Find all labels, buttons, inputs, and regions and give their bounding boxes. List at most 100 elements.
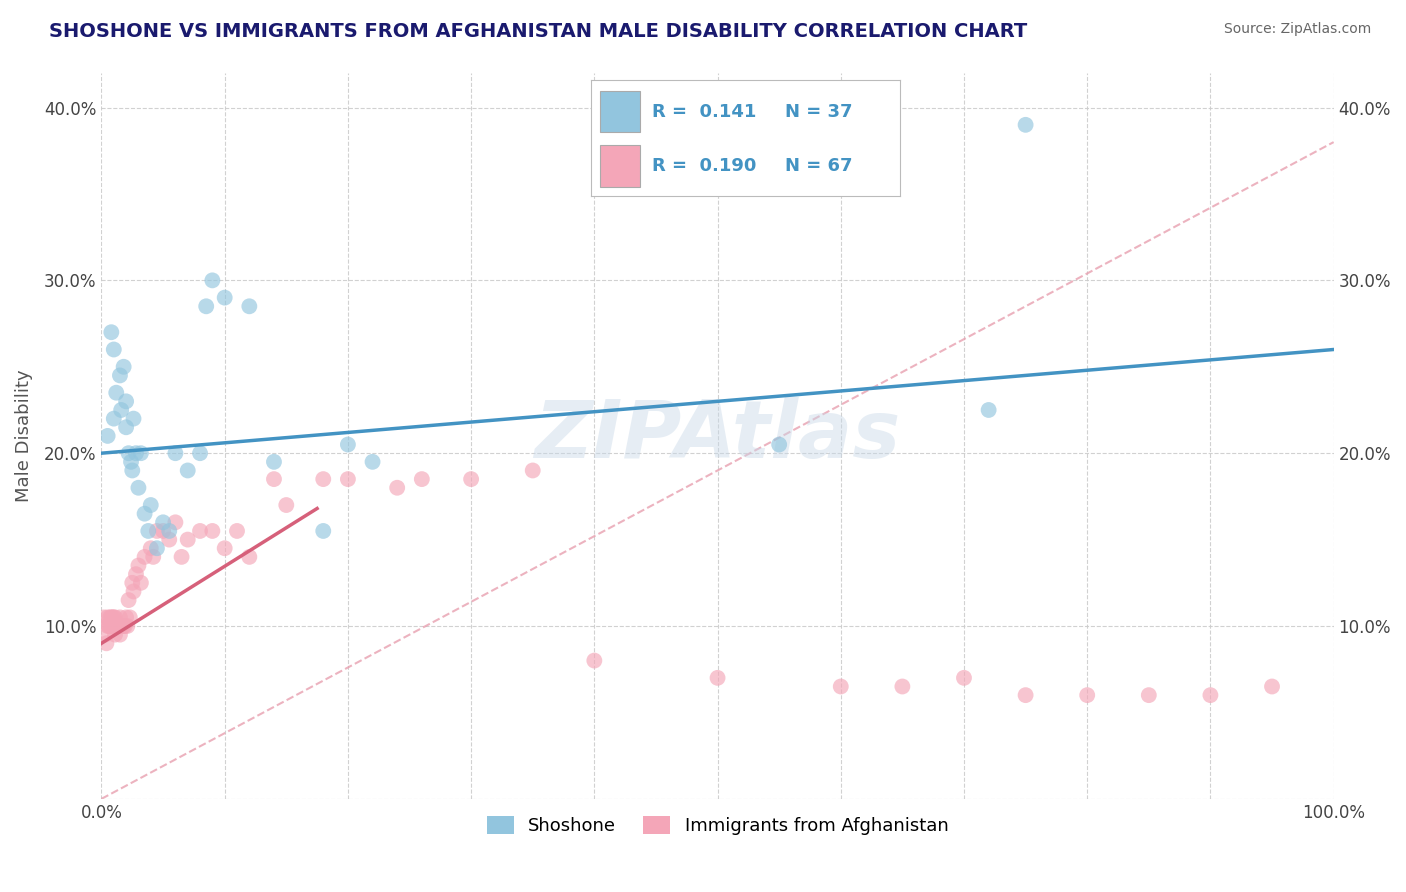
- Point: [214, 291, 236, 305]
- Bar: [600, 91, 640, 132]
- Point: [97, 429, 120, 443]
- Point: [103, 411, 125, 425]
- Point: [101, 619, 124, 633]
- Point: [108, 627, 131, 641]
- Point: [152, 516, 174, 530]
- Point: [117, 593, 139, 607]
- Point: [114, 619, 136, 633]
- Point: [110, 403, 132, 417]
- Point: [263, 455, 285, 469]
- Point: [117, 619, 139, 633]
- Point: [276, 498, 298, 512]
- Point: [112, 619, 135, 633]
- Point: [107, 619, 129, 633]
- Point: [238, 549, 260, 564]
- Point: [97, 619, 120, 633]
- Point: [105, 619, 128, 633]
- Point: [830, 680, 852, 694]
- Point: [122, 584, 145, 599]
- Point: [1014, 118, 1036, 132]
- Point: [98, 619, 121, 633]
- Point: [361, 455, 384, 469]
- Point: [111, 619, 134, 633]
- Point: [977, 403, 1000, 417]
- Point: [238, 299, 260, 313]
- Point: [122, 411, 145, 425]
- Point: [98, 610, 121, 624]
- Point: [97, 610, 120, 624]
- Point: [226, 524, 249, 538]
- Text: ZIPAtlas: ZIPAtlas: [534, 397, 901, 475]
- Point: [177, 533, 200, 547]
- Point: [115, 610, 138, 624]
- Point: [312, 472, 335, 486]
- Point: [1137, 688, 1160, 702]
- Text: R =  0.141: R = 0.141: [652, 103, 756, 120]
- Point: [104, 627, 127, 641]
- Point: [142, 549, 165, 564]
- Point: [188, 524, 211, 538]
- Point: [188, 446, 211, 460]
- Point: [115, 394, 138, 409]
- Point: [108, 368, 131, 383]
- Point: [263, 472, 285, 486]
- Point: [134, 507, 156, 521]
- Point: [100, 325, 122, 339]
- Point: [165, 446, 187, 460]
- Point: [105, 385, 128, 400]
- Point: [706, 671, 728, 685]
- Point: [768, 437, 790, 451]
- Point: [96, 636, 118, 650]
- Point: [201, 273, 224, 287]
- Point: [146, 524, 169, 538]
- Point: [115, 420, 138, 434]
- Point: [112, 359, 135, 374]
- Point: [103, 610, 125, 624]
- Point: [101, 610, 124, 624]
- Point: [583, 654, 606, 668]
- Point: [103, 343, 125, 357]
- Point: [177, 463, 200, 477]
- Point: [107, 619, 129, 633]
- Point: [100, 610, 122, 624]
- Point: [118, 610, 141, 624]
- Point: [157, 524, 180, 538]
- Text: SHOSHONE VS IMMIGRANTS FROM AFGHANISTAN MALE DISABILITY CORRELATION CHART: SHOSHONE VS IMMIGRANTS FROM AFGHANISTAN …: [49, 22, 1028, 41]
- Point: [214, 541, 236, 556]
- Point: [127, 481, 149, 495]
- Point: [1014, 688, 1036, 702]
- Point: [195, 299, 218, 313]
- Point: [105, 619, 128, 633]
- Point: [891, 680, 914, 694]
- Point: [129, 575, 152, 590]
- Point: [152, 524, 174, 538]
- Point: [336, 472, 359, 486]
- Point: [201, 524, 224, 538]
- Point: [385, 481, 408, 495]
- Point: [165, 516, 187, 530]
- Point: [121, 463, 143, 477]
- Point: [312, 524, 335, 538]
- Point: [104, 610, 127, 624]
- Point: [108, 610, 131, 624]
- Point: [127, 558, 149, 573]
- Point: [411, 472, 433, 486]
- Point: [1261, 680, 1284, 694]
- Bar: [600, 145, 640, 187]
- Point: [1076, 688, 1098, 702]
- Point: [100, 619, 122, 633]
- Point: [103, 619, 125, 633]
- Point: [125, 567, 148, 582]
- Point: [157, 533, 180, 547]
- Point: [139, 498, 162, 512]
- Point: [134, 549, 156, 564]
- Point: [522, 463, 544, 477]
- Point: [94, 627, 117, 641]
- Point: [125, 446, 148, 460]
- Point: [93, 610, 115, 624]
- Point: [120, 455, 142, 469]
- Point: [1199, 688, 1222, 702]
- Point: [136, 524, 159, 538]
- Point: [460, 472, 482, 486]
- Point: [139, 541, 162, 556]
